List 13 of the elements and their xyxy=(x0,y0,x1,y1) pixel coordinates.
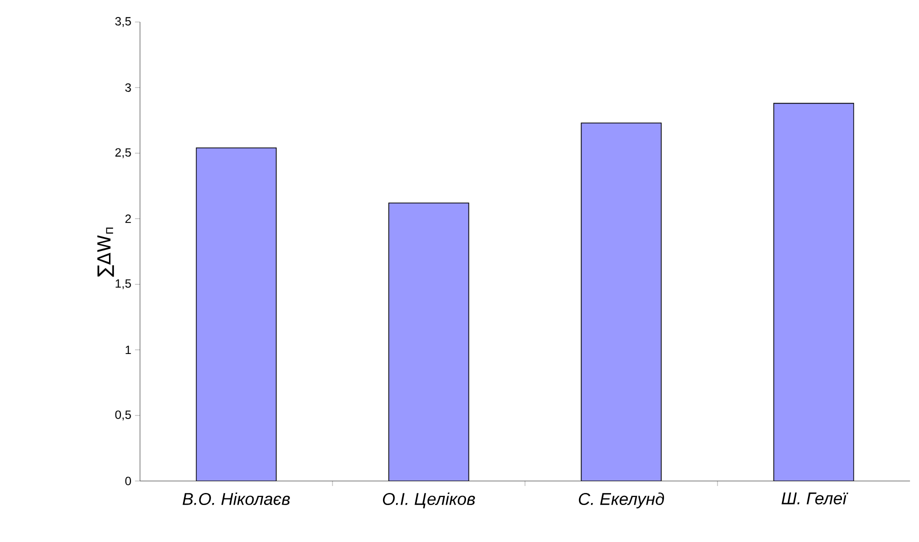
x-tick-label: В.О. Ніколаєв xyxy=(182,492,290,506)
x-tick-label: О.І. Целіков xyxy=(382,492,475,508)
y-tick-label: 3,5 xyxy=(115,17,131,27)
y-tick-label: 0,5 xyxy=(115,410,131,420)
y-tick-label: 1 xyxy=(126,346,131,354)
x-tick-label: С. Екелунд xyxy=(578,492,664,508)
y-axis-title: ∑ΔW$_{п}$ xyxy=(97,228,114,277)
y-tick-label: 0 xyxy=(125,476,132,486)
y-tick-label: 2,5 xyxy=(115,148,131,158)
y-tick-label: 1,5 xyxy=(116,279,131,290)
y-tick-label: 2 xyxy=(125,214,131,223)
x-tick-label: Ш. Гелеї xyxy=(782,492,848,504)
y-tick-label: 3 xyxy=(125,83,131,92)
